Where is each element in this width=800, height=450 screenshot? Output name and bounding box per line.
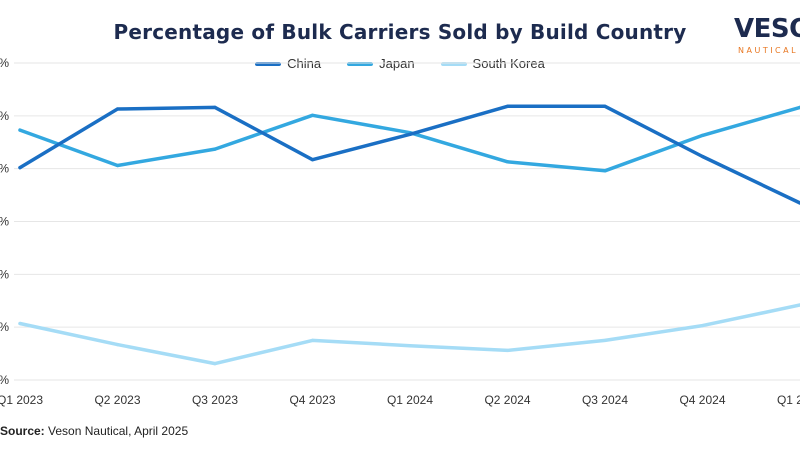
series-line-japan (18, 105, 800, 173)
y-tick-label: 30% (0, 215, 9, 229)
source-note: Source: Veson Nautical, April 2025 (0, 424, 188, 438)
series-line-china (18, 104, 800, 205)
data-point-south-korea (310, 338, 315, 342)
x-tick-label: Q4 2023 (289, 393, 335, 407)
x-tick-label: Q3 2023 (192, 393, 238, 407)
data-point-china (18, 166, 22, 170)
y-tick-label: 50% (0, 109, 9, 123)
x-tick-label: Q2 2024 (484, 393, 530, 407)
x-tick-label: Q4 2024 (679, 393, 725, 407)
logo-subtext: NAUTICAL (738, 46, 799, 55)
x-tick-label: Q3 2024 (582, 393, 628, 407)
data-point-south-korea (408, 344, 412, 348)
x-tick-label: Q2 2023 (94, 393, 140, 407)
data-point-japan (310, 113, 315, 117)
source-label: Source: (0, 424, 45, 438)
data-point-south-korea (603, 338, 607, 342)
data-point-japan (603, 169, 607, 173)
data-point-china (408, 132, 412, 136)
y-tick-label: 0% (0, 373, 9, 387)
x-tick-label: Q1 2025 (777, 393, 800, 407)
data-point-china (310, 158, 315, 162)
data-point-japan (700, 133, 705, 137)
data-point-china (213, 105, 217, 109)
veson-logo: VESON NAUTICAL (734, 14, 800, 62)
data-point-south-korea (115, 343, 120, 347)
data-point-japan (213, 147, 217, 151)
data-point-china (505, 104, 510, 108)
data-point-china (700, 154, 705, 159)
data-point-south-korea (505, 348, 510, 353)
data-point-china (115, 107, 120, 111)
y-tick-label: 20% (0, 267, 9, 281)
data-point-south-korea (213, 362, 217, 366)
data-point-japan (18, 128, 22, 132)
x-tick-label: Q1 2024 (387, 393, 433, 407)
data-point-south-korea (700, 323, 705, 328)
data-point-china (603, 104, 607, 108)
series-line-south-korea (18, 303, 800, 366)
logo-text: VESO (734, 14, 800, 44)
chart-title: Percentage of Bulk Carriers Sold by Buil… (113, 20, 687, 44)
source-text: Veson Nautical, April 2025 (48, 424, 189, 438)
data-point-japan (505, 160, 510, 164)
data-point-south-korea (18, 321, 22, 326)
y-tick-label: 10% (0, 320, 9, 334)
x-tick-label: Q1 2023 (0, 393, 43, 407)
data-point-japan (115, 163, 120, 168)
y-tick-label: 60% (0, 56, 9, 70)
y-tick-label: 40% (0, 162, 9, 176)
